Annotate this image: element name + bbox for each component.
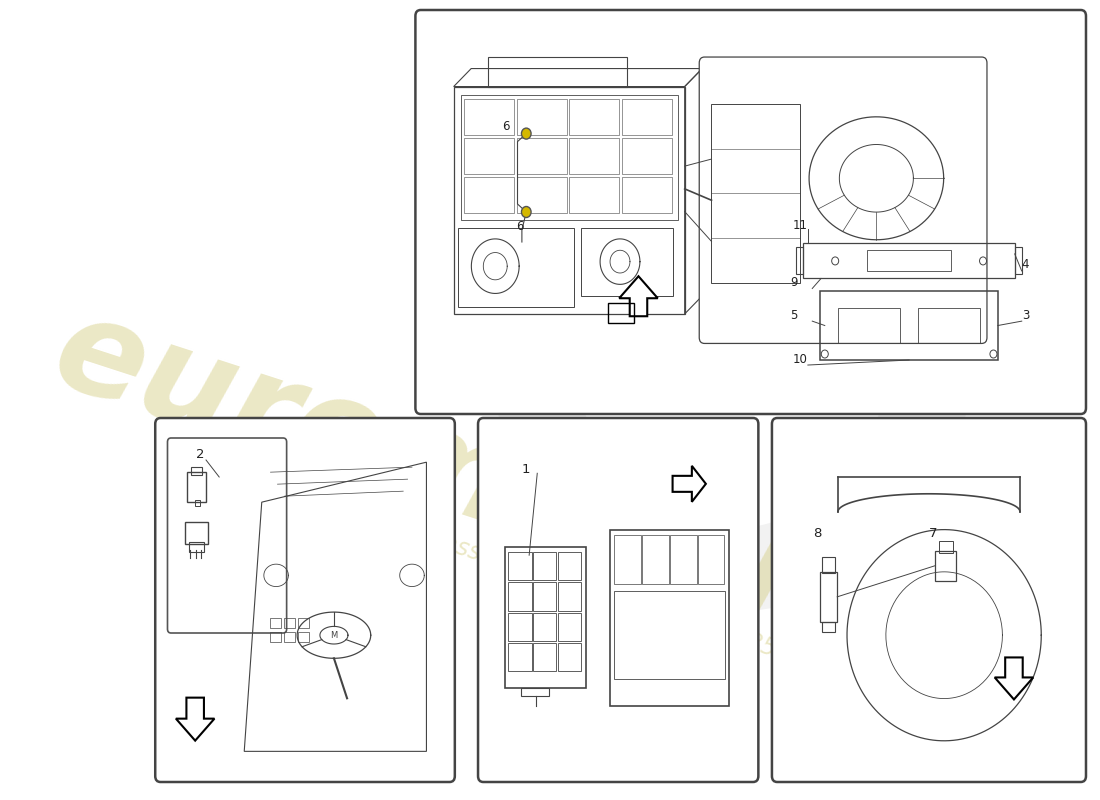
FancyBboxPatch shape: [772, 418, 1086, 782]
Bar: [803, 243, 1014, 278]
Bar: [935, 550, 956, 581]
Bar: [796, 247, 803, 274]
Text: a passion for classics since 1985: a passion for classics since 1985: [405, 519, 780, 661]
Polygon shape: [672, 466, 706, 502]
Bar: [610, 530, 729, 706]
Polygon shape: [619, 276, 658, 316]
Bar: [508, 613, 531, 641]
Bar: [614, 591, 725, 679]
Bar: [298, 632, 309, 642]
FancyBboxPatch shape: [155, 418, 454, 782]
Bar: [558, 582, 581, 610]
Text: 10: 10: [793, 353, 807, 366]
Bar: [670, 534, 696, 584]
Bar: [464, 138, 514, 174]
Text: M: M: [330, 630, 338, 640]
Bar: [488, 57, 627, 86]
Polygon shape: [994, 658, 1033, 699]
Bar: [508, 642, 531, 671]
Bar: [271, 618, 281, 627]
Circle shape: [521, 206, 531, 218]
Text: 6: 6: [516, 220, 524, 233]
Text: 9: 9: [791, 277, 798, 290]
Bar: [458, 227, 573, 307]
Bar: [1014, 247, 1022, 274]
Bar: [621, 177, 671, 213]
Bar: [918, 308, 980, 342]
Bar: [569, 138, 619, 174]
Bar: [521, 688, 549, 696]
Bar: [608, 303, 634, 323]
Bar: [821, 291, 998, 360]
FancyBboxPatch shape: [416, 10, 1086, 414]
Text: 2: 2: [196, 448, 204, 461]
Text: euromotors: euromotors: [39, 286, 900, 674]
Bar: [712, 104, 800, 282]
Bar: [534, 552, 557, 580]
Bar: [298, 618, 309, 627]
Bar: [558, 552, 581, 580]
Text: 4: 4: [1022, 258, 1030, 271]
FancyBboxPatch shape: [700, 57, 987, 343]
Bar: [508, 552, 531, 580]
Bar: [461, 94, 678, 220]
Polygon shape: [176, 698, 214, 741]
Bar: [271, 632, 281, 642]
Text: 1: 1: [521, 463, 529, 476]
Bar: [517, 138, 566, 174]
Bar: [464, 177, 514, 213]
Bar: [534, 582, 557, 610]
Bar: [558, 642, 581, 671]
Bar: [698, 534, 725, 584]
Bar: [823, 622, 835, 632]
FancyBboxPatch shape: [167, 438, 287, 633]
Text: 3: 3: [1022, 309, 1030, 322]
Circle shape: [521, 128, 531, 139]
Bar: [187, 472, 206, 502]
Bar: [615, 534, 640, 584]
Bar: [569, 177, 619, 213]
Bar: [517, 98, 566, 134]
Bar: [621, 98, 671, 134]
Bar: [285, 618, 295, 627]
Bar: [517, 177, 566, 213]
Bar: [534, 613, 557, 641]
Bar: [621, 138, 671, 174]
Bar: [191, 467, 201, 475]
Text: 5: 5: [791, 309, 798, 322]
Bar: [558, 613, 581, 641]
Text: 7: 7: [930, 526, 937, 540]
FancyBboxPatch shape: [478, 418, 758, 782]
Bar: [642, 534, 669, 584]
Bar: [508, 582, 531, 610]
Bar: [838, 308, 900, 342]
Bar: [185, 522, 208, 544]
Bar: [285, 632, 295, 642]
Bar: [195, 500, 200, 506]
Bar: [938, 541, 953, 553]
Bar: [453, 86, 684, 314]
Bar: [581, 227, 673, 296]
Bar: [867, 250, 952, 271]
Bar: [823, 557, 835, 573]
Bar: [534, 642, 557, 671]
Bar: [188, 542, 205, 552]
Text: 6: 6: [502, 119, 509, 133]
Bar: [820, 572, 837, 622]
Bar: [464, 98, 514, 134]
Bar: [505, 547, 586, 688]
Bar: [569, 98, 619, 134]
Text: 11: 11: [793, 219, 808, 232]
Text: 8: 8: [814, 526, 822, 540]
